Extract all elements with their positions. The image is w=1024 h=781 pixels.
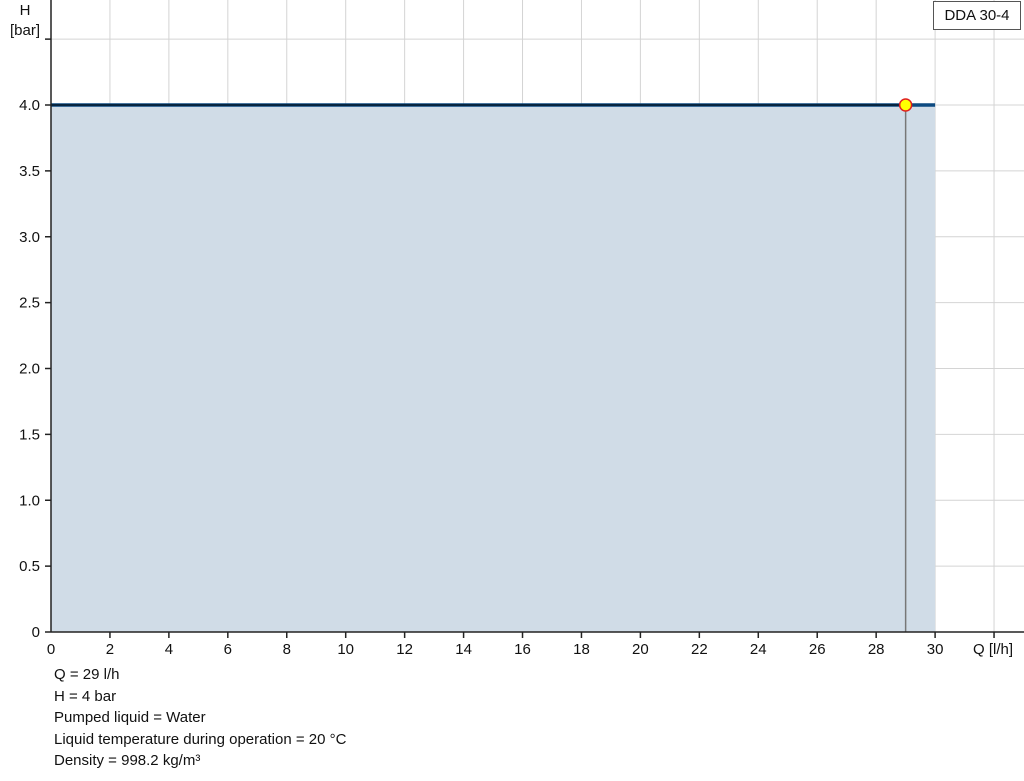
area-layer	[51, 98, 936, 632]
x-tick-label: 12	[396, 641, 413, 658]
axes	[45, 0, 1024, 638]
y-axis-label: H	[20, 2, 31, 19]
y-tick-label: 1.5	[19, 426, 40, 443]
y-tick-label: 2.5	[19, 295, 40, 312]
info-head: H = 4 bar	[54, 687, 117, 705]
y-axis-unit: [bar]	[10, 22, 40, 39]
x-tick-label: 8	[283, 641, 291, 658]
info-density: Density = 998.2 kg/m³	[54, 752, 201, 769]
x-tick-label: 18	[573, 641, 590, 658]
x-tick-label: 6	[224, 641, 232, 658]
x-tick-label: 16	[514, 641, 531, 658]
x-tick-label: 10	[337, 641, 354, 658]
operating-info: Q = 29 l/h H = 4 bar Pumped liquid = Wat…	[54, 664, 346, 772]
x-tick-label: 20	[632, 641, 649, 658]
x-tick-label: 14	[455, 641, 472, 658]
y-tick-label: 2.0	[19, 361, 40, 378]
y-tick-label: 4.0	[19, 97, 40, 114]
y-tick-label: 0	[32, 624, 40, 641]
info-flow: Q = 29 l/h	[54, 666, 120, 683]
y-tick-label: 3.0	[19, 229, 40, 246]
x-tick-label: 0	[47, 641, 55, 658]
info-liquid: Pumped liquid = Water	[54, 709, 206, 726]
x-tick-label: 4	[165, 641, 173, 658]
tick-labels: 0 2 4 6 8 10 12 14 16 18 20 22 24 26 28 3000.51.01.52.0…	[19, 97, 943, 658]
y-tick-label: 0.5	[19, 558, 40, 575]
x-tick-label: 2	[106, 641, 114, 658]
info-temperature: Liquid temperature during operation = 20…	[54, 730, 347, 748]
x-tick-label: 22	[691, 641, 708, 658]
x-tick-label: 26	[809, 641, 826, 658]
y-tick-label: 3.5	[19, 163, 40, 180]
x-tick-label: 30	[927, 641, 944, 658]
x-tick-label: 28	[868, 641, 885, 658]
x-tick-label: 24	[750, 641, 767, 658]
operating-point	[898, 98, 913, 112]
x-axis-label: Q [l/h]	[973, 641, 1013, 658]
legend-entry: DDA 30-4	[933, 1, 1021, 30]
y-tick-label: 1.0	[19, 492, 40, 509]
curve-area	[51, 105, 936, 632]
